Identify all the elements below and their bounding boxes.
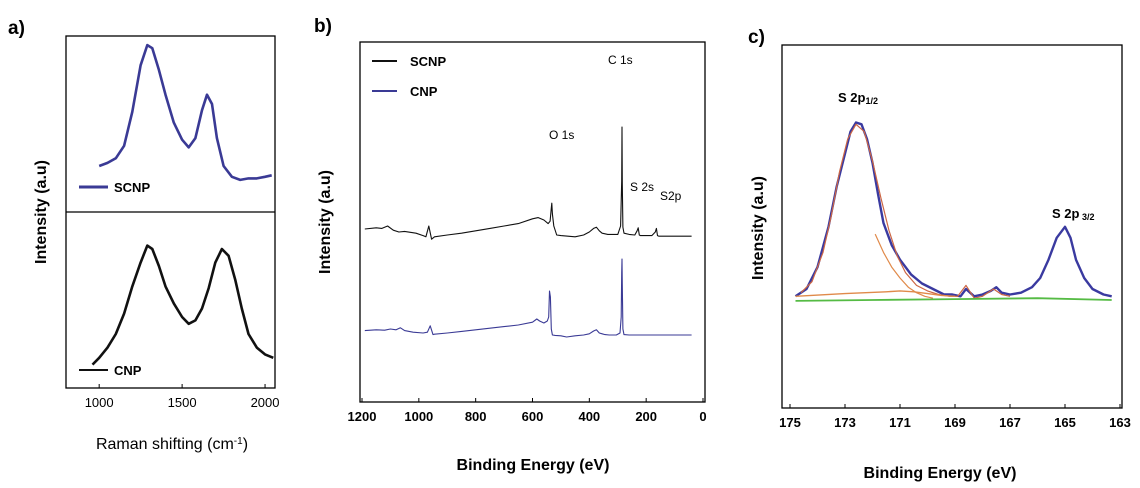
panel-b-series-scnp (364, 126, 692, 240)
panel-c-tick-label-173: 173 (834, 415, 856, 430)
panel-a-tick-label-1000: 1000 (85, 395, 114, 410)
panel-a-tick-label-1500: 1500 (168, 395, 197, 410)
panel-a-label: a) (8, 18, 25, 39)
panel-a-plot (91, 43, 274, 366)
panel-a-ticks: 1000 1500 2000 (85, 384, 280, 410)
panel-b-tick-label-0: 0 (699, 409, 706, 424)
panel-c-series-component (874, 233, 934, 299)
panel-c-annotation-s2p32: S 2p 3/2 (1052, 206, 1094, 222)
panel-a-legend-scnp: SCNP (114, 180, 150, 195)
panel-b-annotation-c1s: C 1s (608, 53, 633, 67)
panel-b-tick-label-1000: 1000 (404, 409, 433, 424)
panel-b-label: b) (314, 16, 332, 37)
panel-c-tick-label-165: 165 (1054, 415, 1076, 430)
panel-c-tick-label-169: 169 (944, 415, 966, 430)
panel-c-tick-label-175: 175 (779, 415, 801, 430)
panel-c-plot (794, 121, 1112, 302)
panel-b-plot (364, 126, 692, 338)
panel-c-tick-label-167: 167 (999, 415, 1021, 430)
panel-c-series-fit (800, 123, 1011, 299)
panel-b-annotation-s2s: S 2s (630, 180, 654, 194)
panel-c-series-baseline (795, 297, 1112, 302)
panel-c-ylabel: Intensity (a.u) (750, 176, 767, 280)
panel-b-xlabel: Binding Energy (eV) (457, 457, 610, 474)
panel-a-xlabel-main: Raman shifting (cm (96, 436, 234, 453)
panel-c-annotation-s2p32-sub: 3/2 (1079, 212, 1094, 222)
panel-c-tick-label-163: 163 (1109, 415, 1131, 430)
panel-b-tick-label-800: 800 (465, 409, 487, 424)
panel-c-annotation-s2p12-sub: 1/2 (865, 96, 878, 106)
panel-a-legend-cnp: CNP (114, 363, 142, 378)
panel-c-annotation-s2p12: S 2p1/2 (838, 90, 878, 106)
panel-a-xlabel: Raman shifting (cm-1) (96, 436, 248, 454)
panel-b-annotation-o1s: O 1s (549, 128, 574, 142)
panel-a-tick-label-2000: 2000 (251, 395, 280, 410)
panel-b-ticks: 1200 1000 800 600 400 200 0 (348, 398, 707, 424)
panel-b-tick-label-600: 600 (522, 409, 544, 424)
panel-c-tick-label-171: 171 (889, 415, 911, 430)
panel-c-ticks: 175 173 171 169 167 165 163 (779, 404, 1131, 430)
panel-c-xlabel: Binding Energy (eV) (864, 465, 1017, 482)
panel-b-legend-scnp: SCNP (410, 54, 446, 69)
panel-b-tick-label-400: 400 (578, 409, 600, 424)
panel-c-frame (781, 44, 1123, 409)
panel-b-legend-cnp: CNP (410, 84, 438, 99)
panel-a-series-cnp (91, 244, 274, 366)
panel-b-series-cnp (364, 258, 692, 338)
panel-c-label: c) (748, 27, 765, 48)
panel-c-annotation-s2p12-main: S 2p (838, 90, 866, 105)
panel-a-xlabel-close: ) (243, 436, 248, 453)
panel-a-ylabel: Intensity (a.u) (33, 160, 50, 264)
panel-c-series-background (795, 290, 956, 297)
panel-b-tick-label-200: 200 (635, 409, 657, 424)
panel-b-tick-label-1200: 1200 (348, 409, 377, 424)
panel-a-xlabel-sup: -1 (234, 436, 243, 447)
panel-b-annotation-s2p: S2p (660, 189, 682, 203)
panel-a-series-scnp (98, 43, 272, 182)
panel-c-series-spectrum (794, 121, 1112, 298)
panel-c-annotation-s2p32-main: S 2p (1052, 206, 1080, 221)
panel-b-ylabel: Intensity (a.u) (317, 170, 334, 274)
